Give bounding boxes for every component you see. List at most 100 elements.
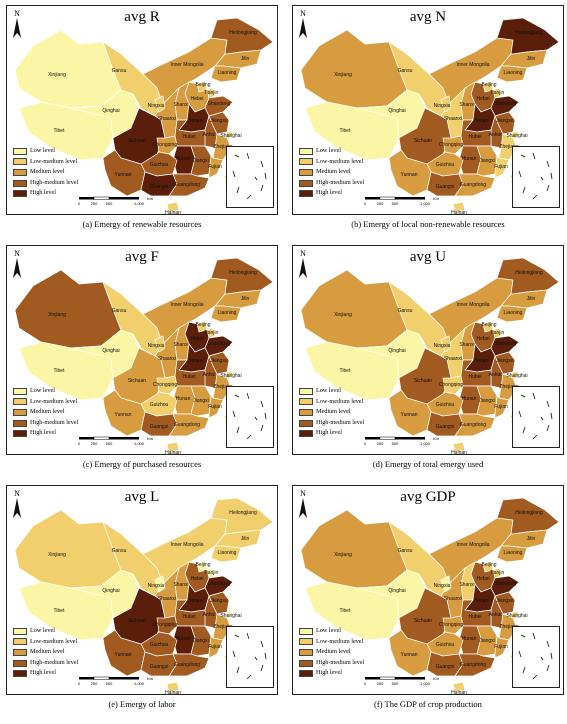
province-ningxia: [440, 575, 452, 593]
province-label: Chongqing: [439, 142, 463, 148]
island-dash: [254, 416, 258, 421]
inset-islands: [518, 392, 553, 440]
legend-swatch: [13, 638, 27, 646]
province-label: Shandong: [208, 581, 231, 587]
province-label: Shandong: [208, 341, 231, 347]
province-label: Liaoning: [218, 550, 237, 556]
legend-swatch: [13, 158, 27, 166]
map-frame: Xinjiang Tibet Qinghai Gansu Inner Mongolia H…: [6, 5, 278, 215]
province-label: Henan: [188, 598, 203, 604]
north-label: N: [14, 249, 20, 258]
scale-label: 1,000: [420, 201, 431, 206]
legend-item: High-medium level: [299, 658, 364, 669]
province-label: Hebei: [190, 96, 203, 102]
scale-unit: Km: [433, 196, 440, 201]
province-label: Shandong: [494, 581, 517, 587]
province-label: Hubei: [182, 374, 195, 380]
province-xinjiang: [300, 29, 408, 109]
legend-item: Medium level: [299, 407, 364, 418]
island-dash: [260, 664, 264, 672]
province-label: Guangxi: [150, 664, 169, 670]
legend-item: Low-medium level: [299, 637, 364, 648]
province-shanghai: [510, 131, 520, 139]
province-label: Shaanxi: [444, 116, 462, 122]
province-label: Hebei: [476, 336, 489, 342]
legend-label: High-medium level: [30, 658, 79, 666]
province-guangdong: [454, 173, 496, 197]
province-liaoning: [496, 545, 528, 563]
province-label: Ningxia: [148, 103, 165, 109]
province-label: Jiangxi: [193, 398, 209, 404]
north-label: N: [14, 489, 20, 498]
legend-swatch: [299, 648, 313, 656]
island-dash: [522, 426, 526, 434]
legend-item: Low level: [299, 386, 364, 397]
north-label: N: [14, 9, 20, 18]
island-dash: [532, 632, 536, 640]
north-arrow-shape: [299, 18, 307, 38]
figure-caption: (c) Emergy of purchased resources: [82, 459, 202, 469]
province-label: Ningxia: [434, 343, 451, 349]
province-guangdong: [168, 413, 210, 437]
legend-label: Low level: [30, 147, 55, 154]
scale-label: 1,000: [420, 441, 431, 446]
province-label: Tibet: [54, 128, 66, 134]
province-label: Sichuan: [128, 618, 146, 624]
south-china-sea-inset: [512, 146, 560, 208]
legend-label: Low level: [30, 387, 55, 394]
province-label: Shandong: [494, 341, 517, 347]
province-label: Hebei: [476, 576, 489, 582]
map-panel: Xinjiang Tibet Qinghai Gansu Inner Mongolia H…: [290, 243, 567, 484]
island-dash: [246, 632, 250, 640]
scale-seg: [365, 197, 380, 200]
province-label: Fujian: [494, 164, 508, 170]
scale-unit: Km: [147, 676, 154, 681]
scale-label: 500: [106, 681, 113, 686]
legend-item: Low level: [13, 146, 78, 157]
legend-label: High-medium level: [316, 178, 365, 186]
island-dash: [520, 154, 526, 158]
province-liaoning: [210, 65, 242, 83]
province-label: Jiangsu: [496, 118, 513, 124]
island-dash: [234, 394, 240, 398]
province-label: Sichuan: [128, 378, 146, 384]
province-label: Xinjiang: [48, 312, 66, 318]
province-label: Hainan: [451, 690, 467, 694]
province-shanghai: [510, 611, 520, 619]
province-label: Qinghai: [388, 348, 405, 354]
island-dash: [522, 666, 526, 674]
province-label: Xinjiang: [48, 552, 66, 558]
scale-label: 250: [91, 441, 98, 446]
legend-label: Low level: [30, 627, 55, 634]
province-ningxia: [154, 575, 166, 593]
scale-unit: Km: [147, 196, 154, 201]
province-label: Chongqing: [439, 622, 463, 628]
province-label: Beijing: [195, 82, 210, 88]
scale-seg: [109, 437, 139, 440]
province-label: Zhejiang: [499, 144, 518, 150]
province-shanghai: [224, 611, 234, 619]
province-label: Jilin: [241, 536, 250, 542]
province-label: Tibet: [54, 368, 66, 374]
legend-swatch: [13, 627, 27, 635]
province-label: Tianjin: [490, 570, 505, 576]
province-label: Shanghai: [506, 133, 527, 139]
province-label: Shaanxi: [444, 596, 462, 602]
province-label: Jiangxi: [193, 158, 209, 164]
province-label: Shanghai: [220, 373, 241, 379]
province-label: Yunnan: [115, 652, 132, 658]
province-label: Ningxia: [434, 583, 451, 589]
province-label: Inner Mongolia: [456, 302, 489, 308]
figure-caption: (f) The GDP of crop production: [374, 699, 482, 709]
legend-swatch: [13, 670, 27, 678]
map-legend: Low level Low-medium level Medium level Hig…: [13, 386, 78, 439]
province-label: Hubei: [468, 374, 481, 380]
province-label: Xinjiang: [334, 552, 352, 558]
island-dash: [264, 652, 267, 660]
legend-item: High-medium level: [299, 178, 364, 189]
province-shanghai: [510, 371, 520, 379]
scale-label: 1,000: [134, 681, 145, 686]
north-arrow-shape: [13, 258, 21, 278]
scale-label: 250: [91, 201, 98, 206]
